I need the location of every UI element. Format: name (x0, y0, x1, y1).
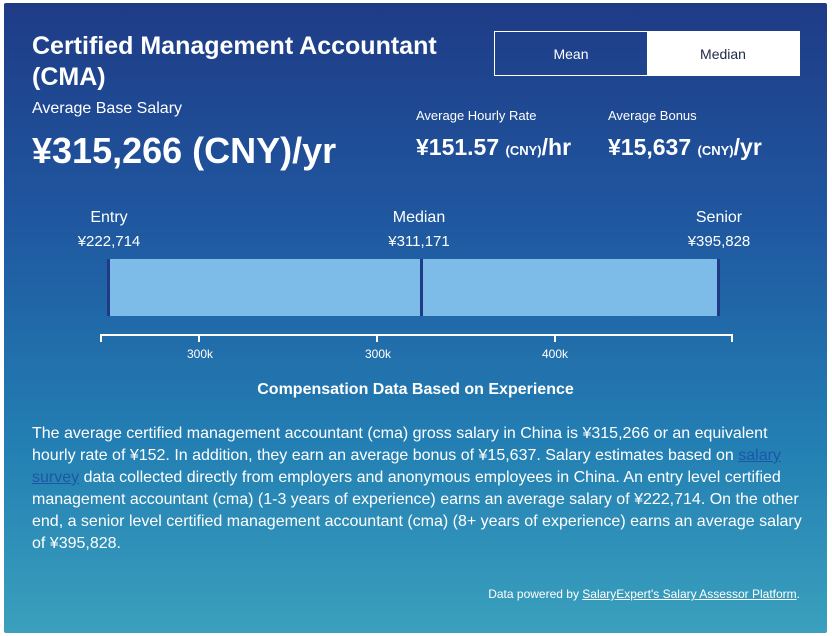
senior-level-salary: ¥395,828 (687, 233, 751, 250)
x-tick-label: 400k (542, 347, 569, 361)
average-base-salary-label: Average Base Salary (32, 100, 183, 117)
median-marker (420, 259, 423, 316)
salary-description: The average certified management account… (32, 423, 802, 555)
page-title: Certified Management Accountant (CMA) (32, 32, 437, 91)
x-tick-label: 300k (365, 347, 392, 361)
senior-level-name: Senior (695, 209, 743, 226)
x-axis-line (100, 334, 733, 336)
mean-toggle-button[interactable]: Mean (553, 45, 589, 62)
mean-median-toggle[interactable]: Mean Median (494, 31, 800, 76)
description-text-1: The average certified management account… (32, 425, 768, 464)
footer-prefix: Data powered by (488, 587, 583, 601)
description-text-2: data collected directly from employers a… (32, 469, 802, 552)
x-tick-label: 300k (187, 347, 214, 361)
hourly-suffix: /hr (541, 134, 572, 160)
average-hourly-rate-value: ¥151.57 (CNY)/hr (416, 134, 571, 161)
salary-range-bar (107, 259, 720, 316)
median-level-label: Median ¥311,171 (364, 209, 474, 250)
data-source-footer: Data powered by SalaryExpert's Salary As… (488, 587, 800, 601)
axis-tick (376, 334, 378, 342)
senior-level-label: Senior ¥395,828 (664, 209, 774, 250)
axis-tick (100, 334, 102, 342)
bonus-currency: (CNY) (697, 143, 734, 158)
salary-card: Certified Management Accountant (CMA) Me… (4, 3, 827, 633)
average-bonus-label: Average Bonus (608, 108, 697, 123)
bonus-amount: ¥15,637 (608, 134, 692, 160)
entry-level-label: Entry ¥222,714 (54, 209, 164, 250)
bonus-suffix: /yr (733, 134, 762, 160)
salary-survey-link[interactable]: salary survey (32, 447, 781, 486)
axis-tick (198, 334, 200, 342)
average-base-salary-value: ¥315,266 (CNY)/yr (32, 130, 337, 171)
entry-level-salary: ¥222,714 (77, 233, 141, 250)
hourly-currency: (CNY) (505, 143, 542, 158)
entry-level-name: Entry (90, 209, 128, 226)
hourly-amount: ¥151.57 (416, 134, 500, 160)
median-toggle-button[interactable]: Median (647, 32, 799, 75)
salary-assessor-link[interactable]: SalaryExpert's Salary Assessor Platform (582, 587, 797, 601)
chart-caption: Compensation Data Based on Experience (257, 381, 574, 398)
average-hourly-rate-label: Average Hourly Rate (416, 108, 537, 123)
median-level-salary: ¥311,171 (388, 233, 450, 250)
median-level-name: Median (392, 209, 446, 226)
axis-tick (554, 334, 556, 342)
average-bonus-value: ¥15,637 (CNY)/yr (608, 134, 762, 161)
footer-suffix: . (796, 587, 800, 601)
axis-tick (731, 334, 733, 342)
